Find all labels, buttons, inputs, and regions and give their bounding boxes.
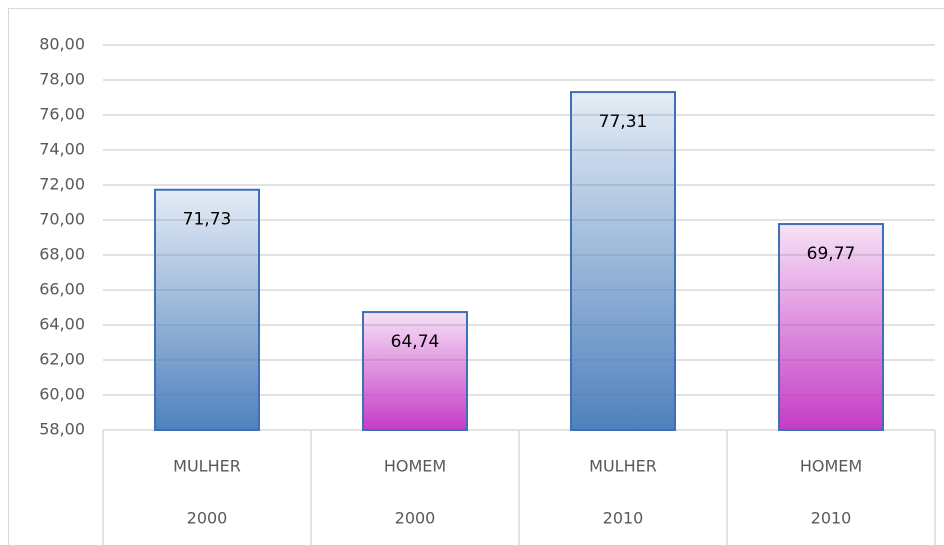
y-tick-label: 60,00 (39, 385, 85, 404)
y-tick-label: 76,00 (39, 105, 85, 124)
y-tick-label: 72,00 (39, 175, 85, 194)
x-group-label: 2010 (603, 509, 644, 528)
bar (362, 311, 468, 431)
value-label: 77,31 (599, 112, 648, 132)
x-group-label: 2010 (811, 509, 852, 528)
x-group-label: 2000 (395, 509, 436, 528)
y-tick-label: 62,00 (39, 350, 85, 369)
x-tick-label: MULHER (173, 457, 241, 476)
value-label: 69,77 (807, 244, 856, 264)
y-tick-label: 68,00 (39, 245, 85, 264)
value-label: 71,73 (183, 210, 232, 230)
y-tick-label: 78,00 (39, 70, 85, 89)
y-tick-label: 80,00 (39, 35, 85, 54)
y-tick-label: 58,00 (39, 420, 85, 439)
x-group-label: 2000 (187, 509, 228, 528)
bar (778, 223, 884, 431)
y-tick-label: 66,00 (39, 280, 85, 299)
x-tick-label: HOMEM (800, 457, 862, 476)
chart-frame (8, 8, 944, 545)
y-tick-label: 74,00 (39, 140, 85, 159)
value-label: 64,74 (391, 332, 440, 352)
bar (154, 188, 260, 431)
y-tick-label: 70,00 (39, 210, 85, 229)
y-tick-label: 64,00 (39, 315, 85, 334)
x-tick-label: HOMEM (384, 457, 446, 476)
x-tick-label: MULHER (589, 457, 657, 476)
bar (570, 91, 676, 431)
